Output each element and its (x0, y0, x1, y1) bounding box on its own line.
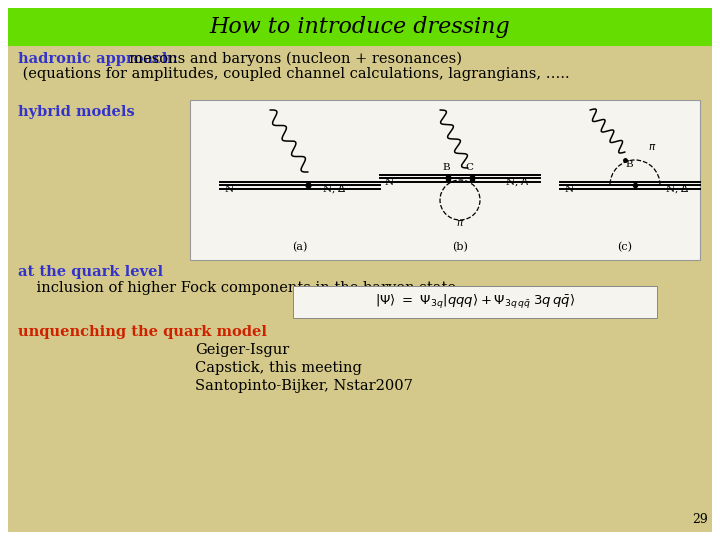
Text: N, $\Lambda$: N, $\Lambda$ (505, 176, 530, 188)
Text: $|\Psi\rangle\ =\ \Psi_{3q}|qqq\rangle + \Psi_{3q\,q\bar{q}}\;3q\,q\bar{q}\rangl: $|\Psi\rangle\ =\ \Psi_{3q}|qqq\rangle +… (375, 293, 575, 311)
Text: B: B (625, 160, 633, 169)
Text: How to introduce dressing: How to introduce dressing (210, 16, 510, 38)
Text: $\pi$: $\pi$ (648, 142, 657, 152)
Text: hadronic approach:: hadronic approach: (18, 52, 178, 66)
Text: N: N (385, 178, 394, 187)
Text: (equations for amplitudes, coupled channel calculations, lagrangians, …..: (equations for amplitudes, coupled chann… (18, 67, 570, 82)
Text: Capstick, this meeting: Capstick, this meeting (195, 361, 362, 375)
Text: N, $\Delta$: N, $\Delta$ (665, 183, 690, 195)
Bar (8, 8, 712, 46)
Text: 29: 29 (692, 513, 708, 526)
Text: $\pi$: $\pi$ (456, 218, 464, 228)
Text: hybrid models: hybrid models (18, 105, 135, 119)
Text: unquenching the quark model: unquenching the quark model (18, 325, 267, 339)
Text: N, $\Delta$: N, $\Delta$ (322, 183, 347, 195)
Text: N: N (225, 185, 234, 194)
Bar (190, 100, 700, 260)
Text: at the quark level: at the quark level (18, 265, 163, 279)
Text: N: N (565, 185, 574, 194)
Text: Geiger-Isgur: Geiger-Isgur (195, 343, 289, 357)
FancyBboxPatch shape (293, 286, 657, 318)
Text: (c): (c) (618, 242, 632, 252)
Text: B: B (442, 163, 449, 172)
Text: (a): (a) (292, 242, 307, 252)
Text: (b): (b) (452, 242, 468, 252)
Text: inclusion of higher Fock components in the baryon state: inclusion of higher Fock components in t… (18, 281, 456, 295)
Text: Santopinto-Bijker, Nstar2007: Santopinto-Bijker, Nstar2007 (195, 379, 413, 393)
Text: mesons and baryons (nucleon + resonances): mesons and baryons (nucleon + resonances… (120, 52, 462, 66)
Text: C: C (465, 163, 473, 172)
